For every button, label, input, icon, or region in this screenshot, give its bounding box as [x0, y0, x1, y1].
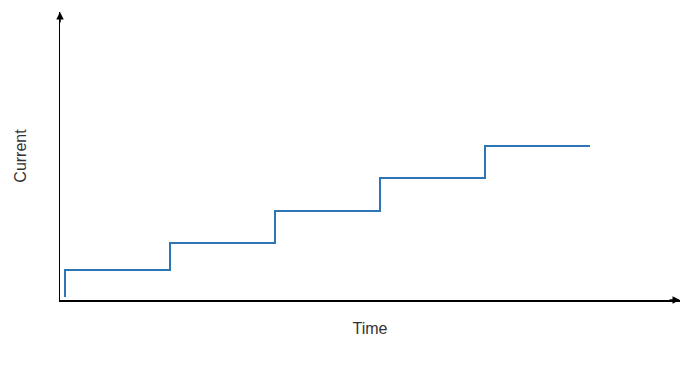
svg-text:Current: Current [12, 129, 29, 183]
svg-text:Time: Time [353, 320, 388, 337]
